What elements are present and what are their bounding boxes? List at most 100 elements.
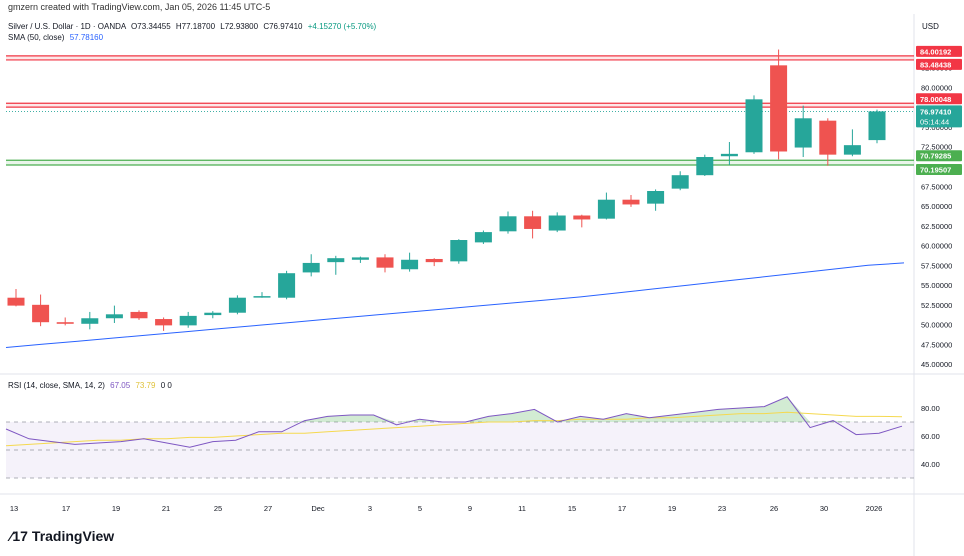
candle-body-16: [401, 259, 419, 270]
candle-body-18: [450, 240, 468, 262]
candle-body-8: [204, 312, 222, 316]
candle-body-24: [597, 199, 615, 219]
y-tick-label-6: 62.50000: [921, 222, 952, 231]
rsi-line: [5, 396, 903, 448]
sma-value: 57.78160: [69, 33, 104, 42]
candle-body-33: [819, 120, 837, 155]
close-value: C76.97410: [263, 22, 303, 31]
x-tick-label-14: 23: [718, 504, 726, 513]
last-price-tag: [916, 105, 962, 128]
rsi-tick-label-2: 40.00: [921, 460, 940, 469]
candle-body-22: [548, 215, 566, 231]
level-tag-0: [916, 45, 962, 57]
high-value: H77.18700: [175, 22, 216, 31]
y-tick-label-7: 60.00000: [921, 242, 952, 251]
y-tick-label-3: 72.50000: [921, 143, 952, 152]
x-tick-label-6: Dec: [311, 504, 325, 513]
candle-body-1: [32, 304, 50, 323]
candle-body-28: [696, 157, 714, 176]
level-label-2: 78.00048: [920, 95, 951, 104]
countdown-label: 05:14:44: [920, 117, 949, 126]
candle-body-26: [647, 191, 665, 204]
candle-body-21: [524, 216, 542, 229]
candle-body-14: [351, 257, 369, 260]
y-tick-label-5: 65.00000: [921, 202, 952, 211]
x-tick-label-16: 30: [820, 504, 828, 513]
x-tick-label-3: 21: [162, 504, 170, 513]
level-tag-1: [916, 58, 962, 70]
candle-body-0: [7, 297, 25, 306]
y-tick-label-13: 45.00000: [921, 360, 952, 369]
rsi-tick-label-1: 60.00: [921, 432, 940, 441]
candle-body-30: [745, 99, 763, 153]
level-band-2: [6, 160, 914, 165]
rsi-sma-value: 73.79: [135, 381, 156, 390]
x-tick-label-4: 25: [214, 504, 222, 513]
low-value: L72.93800: [220, 22, 259, 31]
candle-body-4: [105, 314, 123, 319]
candle-body-15: [376, 257, 394, 268]
level-label-1: 83.48438: [920, 60, 951, 69]
price-legend[interactable]: Silver / U.S. Dollar · 1D · OANDA O73.34…: [8, 22, 376, 31]
candle-body-31: [770, 65, 788, 152]
x-tick-label-7: 3: [368, 504, 372, 513]
sma-line: [5, 262, 905, 348]
candle-body-29: [720, 153, 738, 157]
candle-body-17: [425, 258, 443, 263]
change-value: +4.15270 (+5.70%): [307, 22, 377, 31]
rsi-tick-label-0: 80.00: [921, 404, 940, 413]
x-tick-label-9: 9: [468, 504, 472, 513]
level-label-4: 70.79285: [920, 152, 951, 161]
candle-body-27: [671, 175, 689, 189]
candle-body-5: [130, 311, 148, 319]
currency-label: USD: [922, 22, 939, 31]
candle-body-9: [228, 297, 246, 313]
y-tick-label-8: 57.50000: [921, 261, 952, 270]
candle-body-34: [843, 145, 861, 155]
candle-body-2: [56, 322, 74, 324]
level-band-1: [6, 103, 914, 108]
tradingview-mark-icon: ⁄17: [10, 528, 28, 544]
rsi-band: [6, 422, 914, 478]
y-tick-label-1: 80.00000: [921, 83, 952, 92]
candle-body-13: [327, 258, 345, 263]
candle-body-20: [499, 216, 517, 232]
candle-body-32: [794, 118, 812, 148]
candle-body-23: [573, 215, 591, 220]
sma-legend[interactable]: SMA (50, close) 57.78160: [8, 33, 103, 42]
candle-body-35: [868, 111, 886, 141]
sma-label: SMA (50, close): [8, 33, 65, 42]
candle-body-11: [278, 273, 296, 298]
y-tick-label-2: 75.00000: [921, 123, 952, 132]
level-tag-4: [916, 150, 962, 162]
y-tick-label-10: 52.50000: [921, 301, 952, 310]
candle-body-7: [179, 315, 197, 326]
level-label-5: 70.19507: [920, 165, 951, 174]
y-tick-label-9: 55.00000: [921, 281, 952, 290]
created-by-text: gmzern created with TradingView.com, Jan…: [8, 2, 271, 12]
x-tick-label-10: 11: [518, 504, 526, 513]
logo-text: TradingView: [31, 528, 115, 544]
x-tick-label-5: 27: [264, 504, 272, 513]
y-tick-label-11: 50.00000: [921, 321, 952, 330]
x-tick-label-15: 26: [770, 504, 778, 513]
candle-body-25: [622, 199, 640, 205]
rsi-value: 67.05: [110, 381, 131, 390]
candle-body-12: [302, 262, 320, 273]
x-tick-label-11: 15: [568, 504, 576, 513]
y-tick-label-12: 47.50000: [921, 340, 952, 349]
rsi-overbought-fill: [6, 396, 902, 422]
candle-body-19: [474, 232, 492, 243]
level-tag-5: [916, 163, 962, 175]
x-tick-label-13: 19: [668, 504, 676, 513]
x-tick-label-12: 17: [618, 504, 626, 513]
top-bar: gmzern created with TradingView.com, Jan…: [0, 0, 964, 14]
rsi-sma-line: [5, 411, 903, 447]
x-tick-label-0: 13: [10, 504, 18, 513]
tradingview-logo: ⁄17 TradingView: [10, 528, 114, 544]
symbol-name: Silver / U.S. Dollar · 1D · OANDA: [8, 22, 126, 31]
rsi-legend[interactable]: RSI (14, close, SMA, 14, 2) 67.05 73.79 …: [8, 381, 172, 390]
level-label-0: 84.00192: [920, 47, 951, 56]
open-value: O73.34455: [131, 22, 171, 31]
